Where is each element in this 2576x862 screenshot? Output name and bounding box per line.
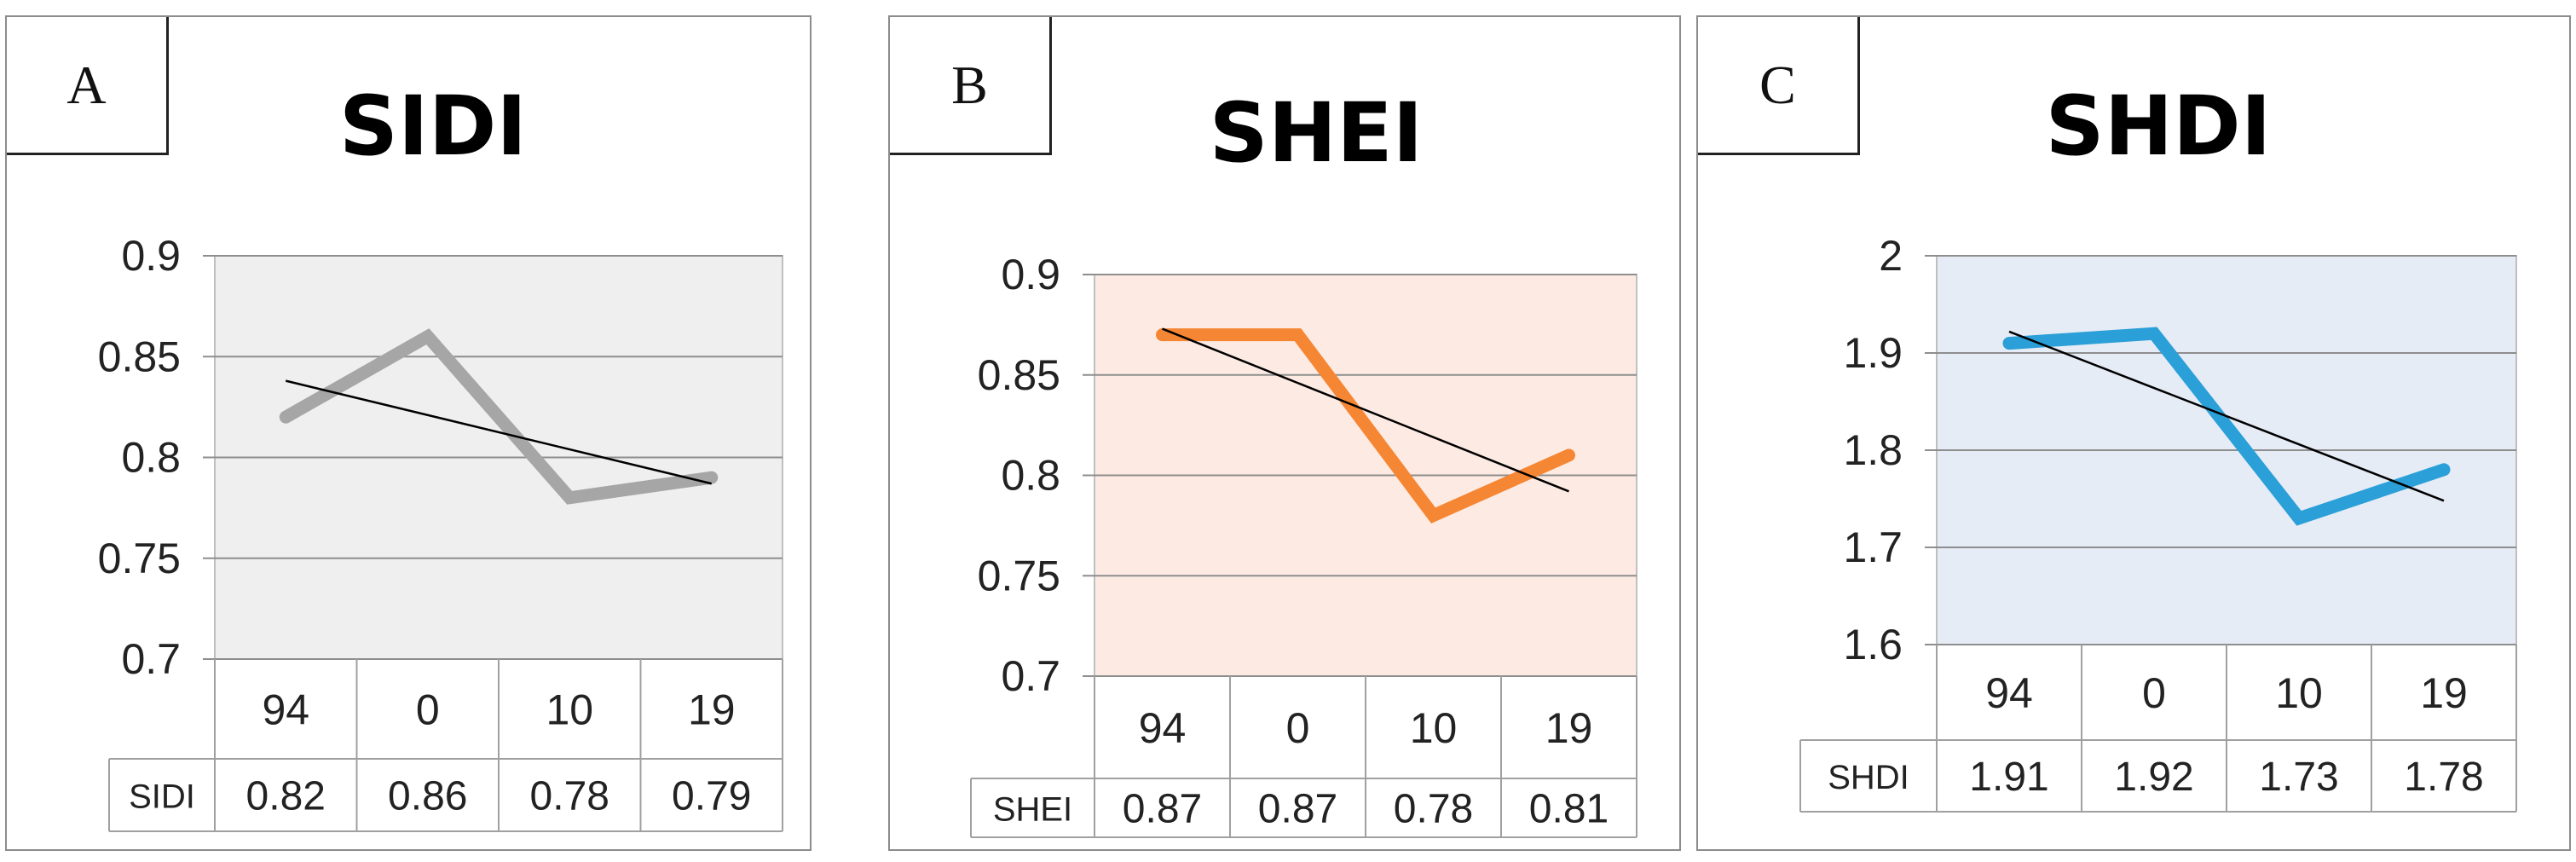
panel-letter-b: B	[890, 17, 1052, 155]
data-table-row-label: SHEI	[993, 791, 1072, 829]
x-category-label: 94	[262, 686, 309, 734]
data-point	[2443, 469, 2445, 471]
x-category-label: 0	[416, 686, 440, 734]
series-line	[1156, 328, 1575, 524]
data-point	[569, 497, 570, 499]
data-point	[1162, 334, 1163, 336]
data-table-cell: 0.78	[1394, 787, 1473, 832]
y-tick-label: 0.7	[121, 635, 181, 683]
data-table-cell: 1.73	[2259, 755, 2338, 800]
y-tick-label: 0.8	[121, 434, 181, 482]
data-table-cell: 0.82	[246, 774, 326, 819]
x-category-label: 19	[2420, 669, 2468, 717]
x-category-label: 19	[1545, 704, 1593, 752]
data-point	[711, 477, 713, 478]
x-category-label: 10	[546, 686, 593, 734]
chart-c: 2 1.9 1.8 1.7 1.6 94 0 10 19 SHDI 1.91 1.92 1.73 1.78	[1799, 232, 2517, 813]
y-tick-label: 1.7	[1843, 524, 1903, 571]
x-category-label: 94	[1139, 704, 1187, 752]
chart-title-c: SHDI	[2045, 78, 2272, 174]
chart-b: 0.9 0.85 0.8 0.75 0.7 94 0 10 19 SHEI 0.87 0.87 0.78…	[970, 251, 1637, 838]
chart-title-b: SHEI	[1209, 85, 1424, 181]
x-category-label: 94	[1985, 669, 2033, 717]
x-category-label: 10	[1410, 704, 1458, 752]
y-tick-label: 0.75	[978, 552, 1060, 599]
x-category-label: 0	[1286, 704, 1310, 752]
data-table-cell: 0.86	[388, 774, 467, 819]
panel-a: A SIDI 0.9 0.85 0.8 0.75 0.7 94 0 10 19 SIDI 0.82 0…	[5, 15, 811, 851]
data-point	[1297, 334, 1298, 336]
y-tick-label: 0.8	[1001, 452, 1060, 500]
y-tick-label: 1.6	[1843, 621, 1903, 668]
y-tick-label: 0.7	[1001, 652, 1060, 700]
y-tick-label: 2	[1879, 232, 1903, 280]
data-table-cell: 0.81	[1529, 787, 1609, 832]
trendline	[285, 379, 713, 485]
y-tick-label: 0.85	[978, 351, 1060, 399]
data-table-cell: 1.91	[1969, 755, 2048, 800]
trendline	[2008, 330, 2445, 502]
data-table-cell: 0.87	[1123, 787, 1202, 832]
y-tick-label: 1.8	[1843, 426, 1903, 474]
y-tick-label: 1.9	[1843, 329, 1903, 377]
chart-title-a: SIDI	[338, 78, 528, 174]
y-tick-label: 0.9	[1001, 251, 1060, 298]
data-table-cell: 1.78	[2404, 755, 2483, 800]
panel-c: C SHDI 2 1.9 1.8 1.7 1.6 94 0 10 19 SHDI 1.91 1.92 1…	[1696, 15, 2571, 851]
series-line	[279, 328, 719, 505]
data-point	[2153, 333, 2155, 334]
x-category-label: 10	[2275, 669, 2323, 717]
panel-letter-a: A	[7, 17, 169, 155]
data-table-cell: 1.92	[2114, 755, 2193, 800]
data-table-cell: 0.87	[1258, 787, 1337, 832]
chart-a: 0.9 0.85 0.8 0.75 0.7 94 0 10 19 SIDI 0.82 0.86 0.78…	[98, 232, 783, 832]
y-tick-label: 0.75	[98, 535, 181, 582]
x-category-label: 0	[2142, 669, 2166, 717]
panel-letter-c: C	[1698, 17, 1860, 155]
data-point	[1433, 515, 1434, 517]
x-category-label: 19	[688, 686, 736, 734]
data-table-row-label: SIDI	[129, 778, 195, 816]
data-table-row-label: SHDI	[1828, 759, 1909, 796]
trendline	[1162, 327, 1569, 493]
data-point	[427, 336, 429, 338]
data-point	[2008, 343, 2010, 344]
data-table-cell: 0.78	[530, 774, 609, 819]
y-tick-label: 0.85	[98, 333, 181, 380]
panel-b: B SHEI 0.9 0.85 0.8 0.75 0.7 94 0 10 19 SHEI 0.87 0…	[888, 15, 1681, 851]
y-tick-label: 0.9	[121, 232, 181, 280]
data-point	[1568, 454, 1569, 456]
series-line	[2002, 327, 2451, 526]
data-table-cell: 0.79	[672, 774, 751, 819]
